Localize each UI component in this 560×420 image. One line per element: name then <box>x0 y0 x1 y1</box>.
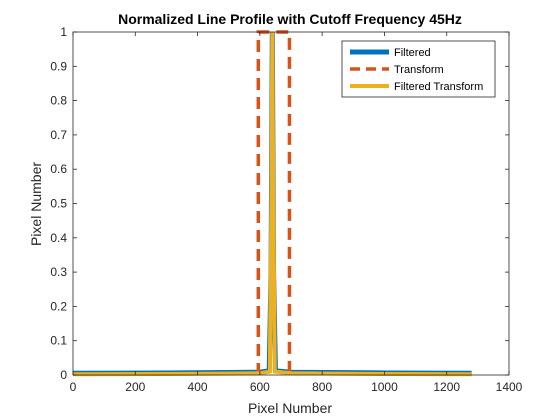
y-tick-label: 0.1 <box>50 334 67 348</box>
y-tick-label: 0.2 <box>50 299 67 313</box>
x-axis-label: Pixel Number <box>248 400 332 416</box>
x-tick-label: 200 <box>125 380 145 394</box>
x-tick-label: 1200 <box>433 380 460 394</box>
y-tick-label: 0.6 <box>50 162 67 176</box>
y-tick-label: 0 <box>60 368 67 382</box>
y-tick-label: 0.8 <box>50 94 67 108</box>
y-tick-label: 0.3 <box>50 265 67 279</box>
x-tick-label: 800 <box>312 380 332 394</box>
x-tick-label: 400 <box>188 380 208 394</box>
y-tick-label: 0.9 <box>50 59 67 73</box>
y-tick-label: 1 <box>60 25 67 39</box>
series-line-2 <box>256 30 292 375</box>
y-axis-label: Pixel Number <box>28 162 44 246</box>
y-tick-label: 0.7 <box>50 128 67 142</box>
y-tick-label: 0.5 <box>50 197 67 211</box>
legend-label-1: Filtered <box>394 47 431 59</box>
y-tick-label: 0.4 <box>50 231 67 245</box>
chart-title: Normalized Line Profile with Cutoff Freq… <box>118 11 462 27</box>
legend-label-2: Transform <box>394 64 444 76</box>
x-tick-label: 600 <box>250 380 270 394</box>
x-tick-label: 0 <box>70 380 77 394</box>
x-tick-label: 1000 <box>371 380 398 394</box>
legend-label-3: Filtered Transform <box>394 81 483 93</box>
x-tick-label: 1400 <box>496 380 523 394</box>
ticks-layer: 0 200 400 600 800 1000 1200 1400 0 0.1 0.2 0.3 0.4 0.… <box>50 25 522 394</box>
legend: Filtered Transform Filtered Transform <box>341 40 496 98</box>
